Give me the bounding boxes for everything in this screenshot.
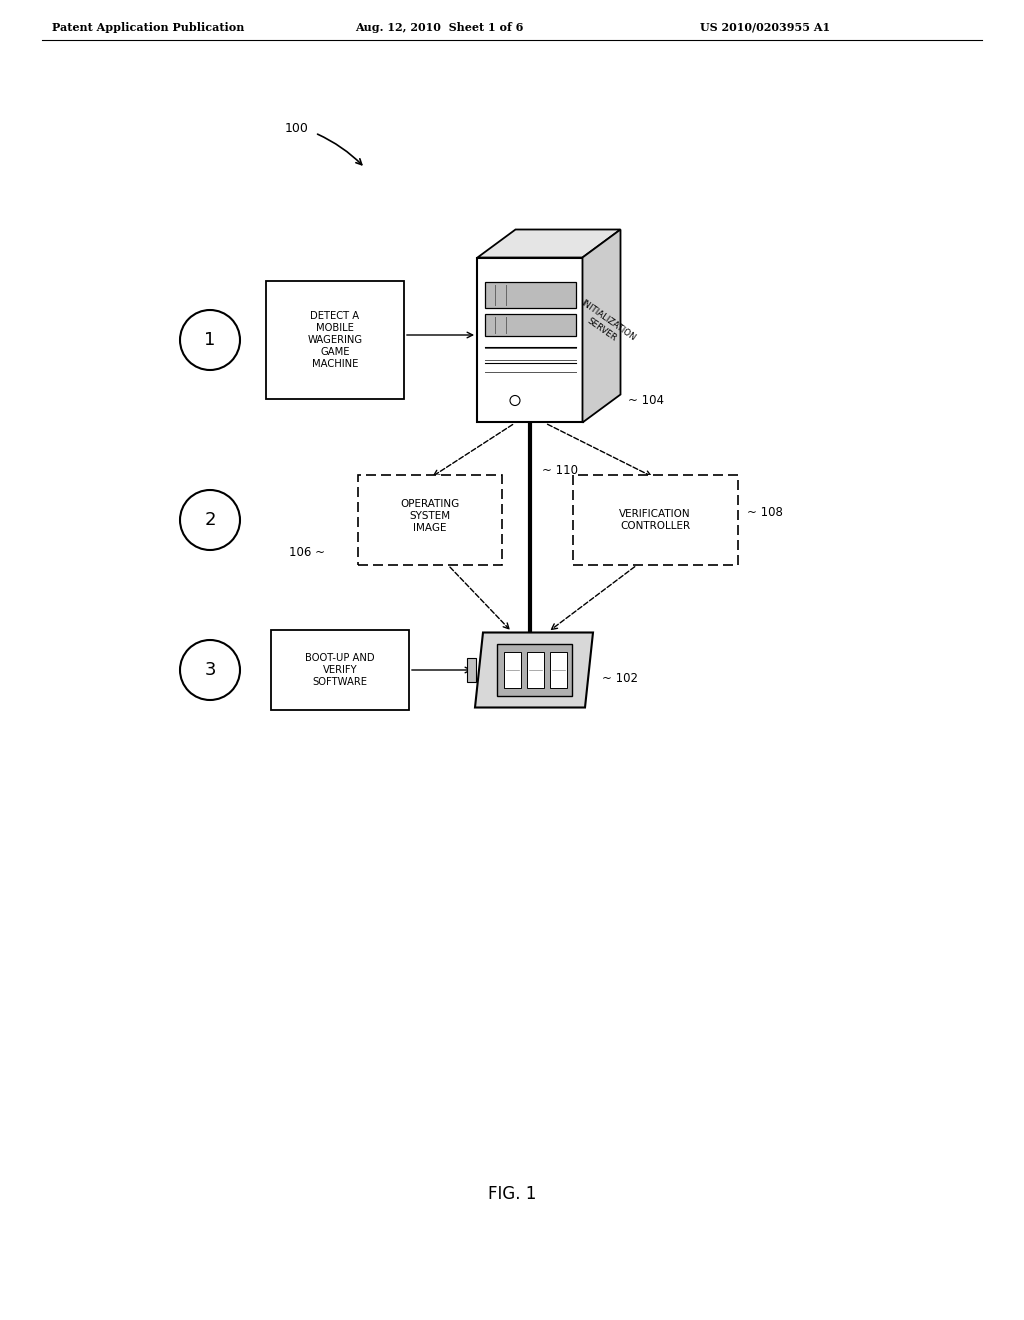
Text: ~ 102: ~ 102 [602,672,638,685]
Text: DETECT A
MOBILE
WAGERING
GAME
MACHINE: DETECT A MOBILE WAGERING GAME MACHINE [307,312,362,370]
FancyBboxPatch shape [572,475,737,565]
Text: Patent Application Publication: Patent Application Publication [52,22,245,33]
Text: 2: 2 [204,511,216,529]
Text: BOOT-UP AND
VERIFY
SOFTWARE: BOOT-UP AND VERIFY SOFTWARE [305,653,375,686]
FancyBboxPatch shape [467,657,476,682]
Text: Aug. 12, 2010  Sheet 1 of 6: Aug. 12, 2010 Sheet 1 of 6 [355,22,523,33]
Text: ~ 108: ~ 108 [746,506,783,519]
Text: 3: 3 [204,661,216,678]
FancyBboxPatch shape [266,281,404,399]
Text: ~ 104: ~ 104 [628,393,664,407]
Polygon shape [477,230,621,257]
Text: INITIALIZATION
SERVER: INITIALIZATION SERVER [572,298,637,351]
Circle shape [510,396,520,405]
FancyBboxPatch shape [526,652,544,688]
Polygon shape [583,230,621,422]
Circle shape [180,490,240,550]
FancyBboxPatch shape [484,314,575,337]
FancyBboxPatch shape [357,475,503,565]
FancyBboxPatch shape [550,652,566,688]
Text: ~ 110: ~ 110 [542,463,578,477]
Text: OPERATING
SYSTEM
IMAGE: OPERATING SYSTEM IMAGE [400,499,460,533]
FancyBboxPatch shape [484,282,575,308]
Text: FIG. 1: FIG. 1 [487,1185,537,1203]
Circle shape [180,310,240,370]
Circle shape [180,640,240,700]
Text: 1: 1 [205,331,216,348]
Polygon shape [475,632,593,708]
FancyBboxPatch shape [271,630,409,710]
Text: VERIFICATION
CONTROLLER: VERIFICATION CONTROLLER [620,508,691,531]
Text: US 2010/0203955 A1: US 2010/0203955 A1 [700,22,830,33]
Text: 106 ~: 106 ~ [289,545,325,558]
FancyBboxPatch shape [504,652,520,688]
Text: 100: 100 [285,121,309,135]
Polygon shape [477,257,583,422]
FancyBboxPatch shape [497,644,571,696]
